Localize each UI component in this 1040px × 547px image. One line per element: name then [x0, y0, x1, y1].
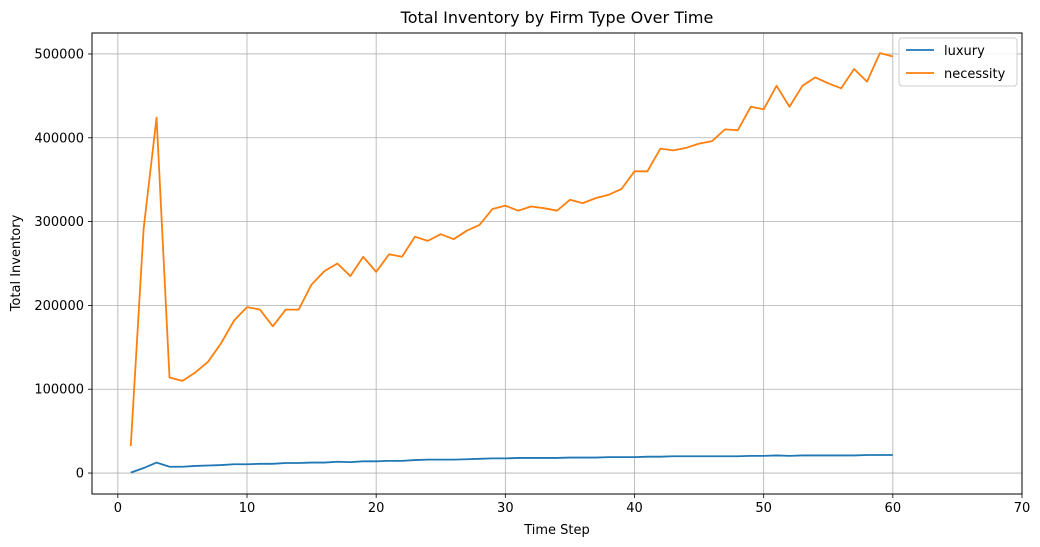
legend: luxury necessity — [898, 37, 1018, 87]
series-layer — [129, 52, 894, 474]
x-axis-label: Time Step — [523, 523, 590, 538]
x-tick-label: 60 — [885, 501, 902, 516]
y-tick-label: 200000 — [34, 299, 84, 314]
y-tick-label: 500000 — [34, 47, 84, 62]
grid — [92, 33, 1023, 494]
x-tick-label: 70 — [1014, 501, 1031, 516]
x-tick-label: 0 — [114, 501, 122, 516]
x-tick-label: 40 — [626, 501, 643, 516]
x-tick-label: 30 — [497, 501, 514, 516]
y-tick-label: 100000 — [34, 383, 84, 398]
series-line-luxury — [130, 454, 893, 474]
series-line-necessity — [129, 52, 894, 447]
x-tick-label: 50 — [755, 501, 772, 516]
chart-title: Total Inventory by Firm Type Over Time — [400, 8, 714, 27]
legend-label-luxury: luxury — [944, 44, 985, 59]
y-axis-label: Total Inventory — [9, 214, 24, 312]
y-tick-label: 300000 — [34, 215, 84, 230]
x-tick-label: 10 — [239, 501, 256, 516]
y-tick-label: 0 — [76, 467, 84, 482]
x-tick-label: 20 — [368, 501, 385, 516]
x-axis: 0 10 20 30 40 50 60 70 — [114, 494, 1031, 516]
y-axis: 0 100000 200000 300000 400000 500000 — [34, 47, 92, 482]
legend-label-necessity: necessity — [944, 67, 1006, 82]
plot-frame — [91, 32, 1023, 495]
y-tick-label: 400000 — [34, 131, 84, 146]
